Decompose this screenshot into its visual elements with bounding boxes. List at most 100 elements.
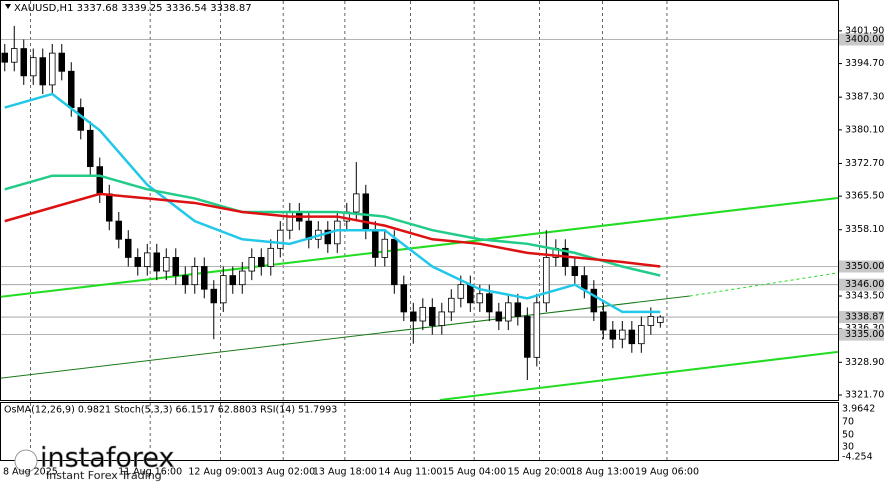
y-tick-label: 3387.30: [845, 92, 884, 103]
candle-body: [362, 193, 370, 231]
level-box: [839, 311, 884, 324]
symbol-icon: [5, 4, 11, 9]
x-tick-label: 8 Aug 2025: [3, 467, 58, 478]
x-tick-label: 15 Aug 04:00: [442, 467, 506, 478]
candle-body: [619, 329, 626, 340]
candle-body: [448, 297, 455, 313]
candle-body: [438, 311, 446, 326]
x-tick-label: 13 Aug 18:00: [313, 467, 377, 478]
candle-body: [239, 270, 246, 286]
candle-body: [134, 257, 142, 267]
candle-body: [391, 238, 398, 286]
candle-body: [324, 229, 332, 245]
candle-body: [590, 288, 598, 313]
moving-average: [4, 192, 661, 268]
logo-tagline: Instant Forex Trading: [46, 469, 162, 482]
level-box: [839, 260, 884, 273]
candle-body: [125, 238, 132, 258]
candle-body: [495, 311, 503, 322]
candle-body: [49, 52, 56, 86]
level-label: 3400.00: [845, 34, 884, 45]
logo: instaforex Instant Forex Trading: [14, 442, 175, 482]
candle-body: [191, 266, 199, 286]
indicator-label: OsMA(12,26,9) 0.9821 Stoch(5,3,3) 66.151…: [4, 405, 337, 416]
moving-average: [4, 92, 661, 314]
indicator-axis-label: 50: [842, 430, 854, 441]
candle-body: [467, 284, 474, 304]
x-tick-label: 14 Aug 11:00: [378, 467, 442, 478]
candle-body: [571, 266, 579, 276]
candle-body: [229, 275, 237, 286]
level-label: 3338.87: [845, 312, 884, 323]
candle-body: [609, 329, 617, 340]
trend-line: [439, 350, 839, 401]
indicator-axis-label: -4.254: [842, 452, 873, 463]
indicator-frame: [0, 402, 839, 461]
y-tick-label: 3380.10: [845, 124, 884, 135]
y-tick-label: 3343.50: [845, 291, 884, 302]
candle-body: [267, 247, 275, 267]
level-box: [839, 328, 884, 341]
candle-body: [39, 57, 47, 86]
y-tick-label: 3321.70: [845, 390, 884, 401]
candle-body: [600, 311, 607, 331]
x-tick-label: 13 Aug 02:00: [251, 467, 315, 478]
candle-body: [628, 329, 636, 345]
main-frame: [0, 0, 839, 401]
indicator-axis-label: 70: [842, 417, 854, 428]
candle-body: [457, 284, 465, 299]
x-tick-label: 12 Aug 09:00: [188, 467, 252, 478]
candle-body: [30, 57, 37, 77]
trend-line: [0, 295, 690, 379]
y-tick-label: 3394.70: [845, 58, 884, 69]
candle-body: [144, 252, 151, 267]
candle-body: [429, 306, 436, 326]
y-tick-label: 3372.70: [845, 158, 884, 169]
candle-body: [210, 288, 218, 304]
candle-body: [77, 107, 85, 131]
candle-body: [277, 229, 284, 249]
level-label: 3346.00: [845, 279, 884, 290]
candle-body: [514, 302, 522, 317]
y-tick-label: 3328.90: [845, 357, 884, 368]
candle-body: [410, 311, 417, 322]
chart-title: XAUUSD,H1 3337.68 3339.25 3336.54 3338.8…: [14, 3, 252, 14]
candle-body: [163, 257, 170, 272]
candle-body: [68, 70, 75, 109]
logo-icon: [14, 449, 38, 473]
x-tick-label: 15 Aug 20:00: [508, 467, 572, 478]
moving-average: [4, 174, 661, 277]
candle-body: [220, 275, 227, 304]
trend-line: [689, 272, 839, 297]
indicator-axis-label: 3.9642: [842, 404, 875, 415]
candle-body: [58, 52, 66, 72]
candle-body: [505, 302, 512, 322]
candle-body: [96, 166, 104, 195]
candle-body: [182, 275, 189, 286]
candle-body: [476, 293, 484, 304]
candle-body: [647, 316, 655, 326]
candle-body: [657, 316, 664, 323]
candle-body: [286, 211, 294, 231]
candle-body: [372, 229, 379, 258]
candle-body: [419, 306, 427, 322]
trend-line: [0, 196, 839, 298]
candle-body: [201, 266, 208, 290]
y-tick-label: 3365.50: [845, 191, 884, 202]
candle-body: [486, 293, 493, 313]
candle-body: [400, 284, 408, 313]
candle-body: [1, 52, 9, 63]
candle-body: [115, 220, 123, 240]
candle-body: [638, 325, 645, 345]
candle-body: [524, 316, 531, 358]
level-box: [839, 33, 884, 46]
plot: [0, 1, 842, 460]
logo-name: instaforex: [40, 443, 174, 474]
level-label: 3335.00: [845, 329, 884, 340]
x-tick-label: 18 Aug 13:00: [570, 467, 634, 478]
candle-body: [106, 193, 113, 222]
candle-body: [334, 220, 341, 245]
candle-body: [353, 193, 360, 213]
